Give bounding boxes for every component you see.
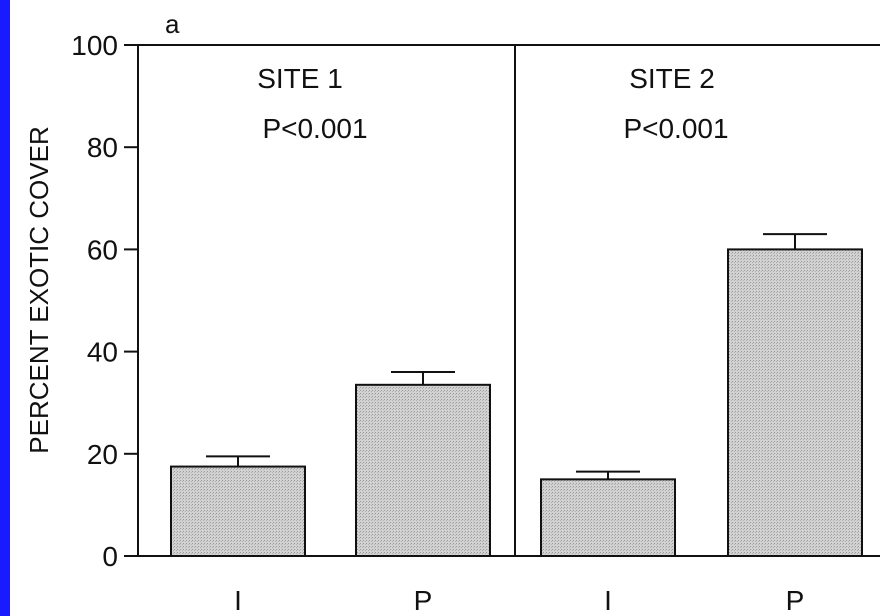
site-2-p-value: P<0.001 [623, 113, 728, 144]
site-1-p-value: P<0.001 [262, 113, 367, 144]
y-tick-label: 0 [102, 541, 118, 572]
bar [540, 478, 676, 558]
y-tick-label: 80 [87, 132, 118, 163]
x-tick-label: I [604, 585, 612, 616]
blue-frame-border [0, 0, 10, 616]
y-tick-label: 20 [87, 439, 118, 470]
bar [355, 383, 491, 557]
x-tick-label: P [786, 585, 805, 616]
y-axis-label: PERCENT EXOTIC COVER [24, 126, 54, 453]
site-1-title: SITE 1 [257, 63, 343, 94]
y-tick-label: 60 [87, 234, 118, 265]
y-tick-label: 40 [87, 337, 118, 368]
x-tick-label: I [234, 585, 242, 616]
site-2-title: SITE 2 [629, 63, 715, 94]
panel-label: a [165, 9, 180, 39]
bar [727, 248, 863, 557]
x-tick-label: P [414, 585, 433, 616]
bar [170, 465, 306, 558]
y-tick-label: 100 [71, 30, 118, 61]
